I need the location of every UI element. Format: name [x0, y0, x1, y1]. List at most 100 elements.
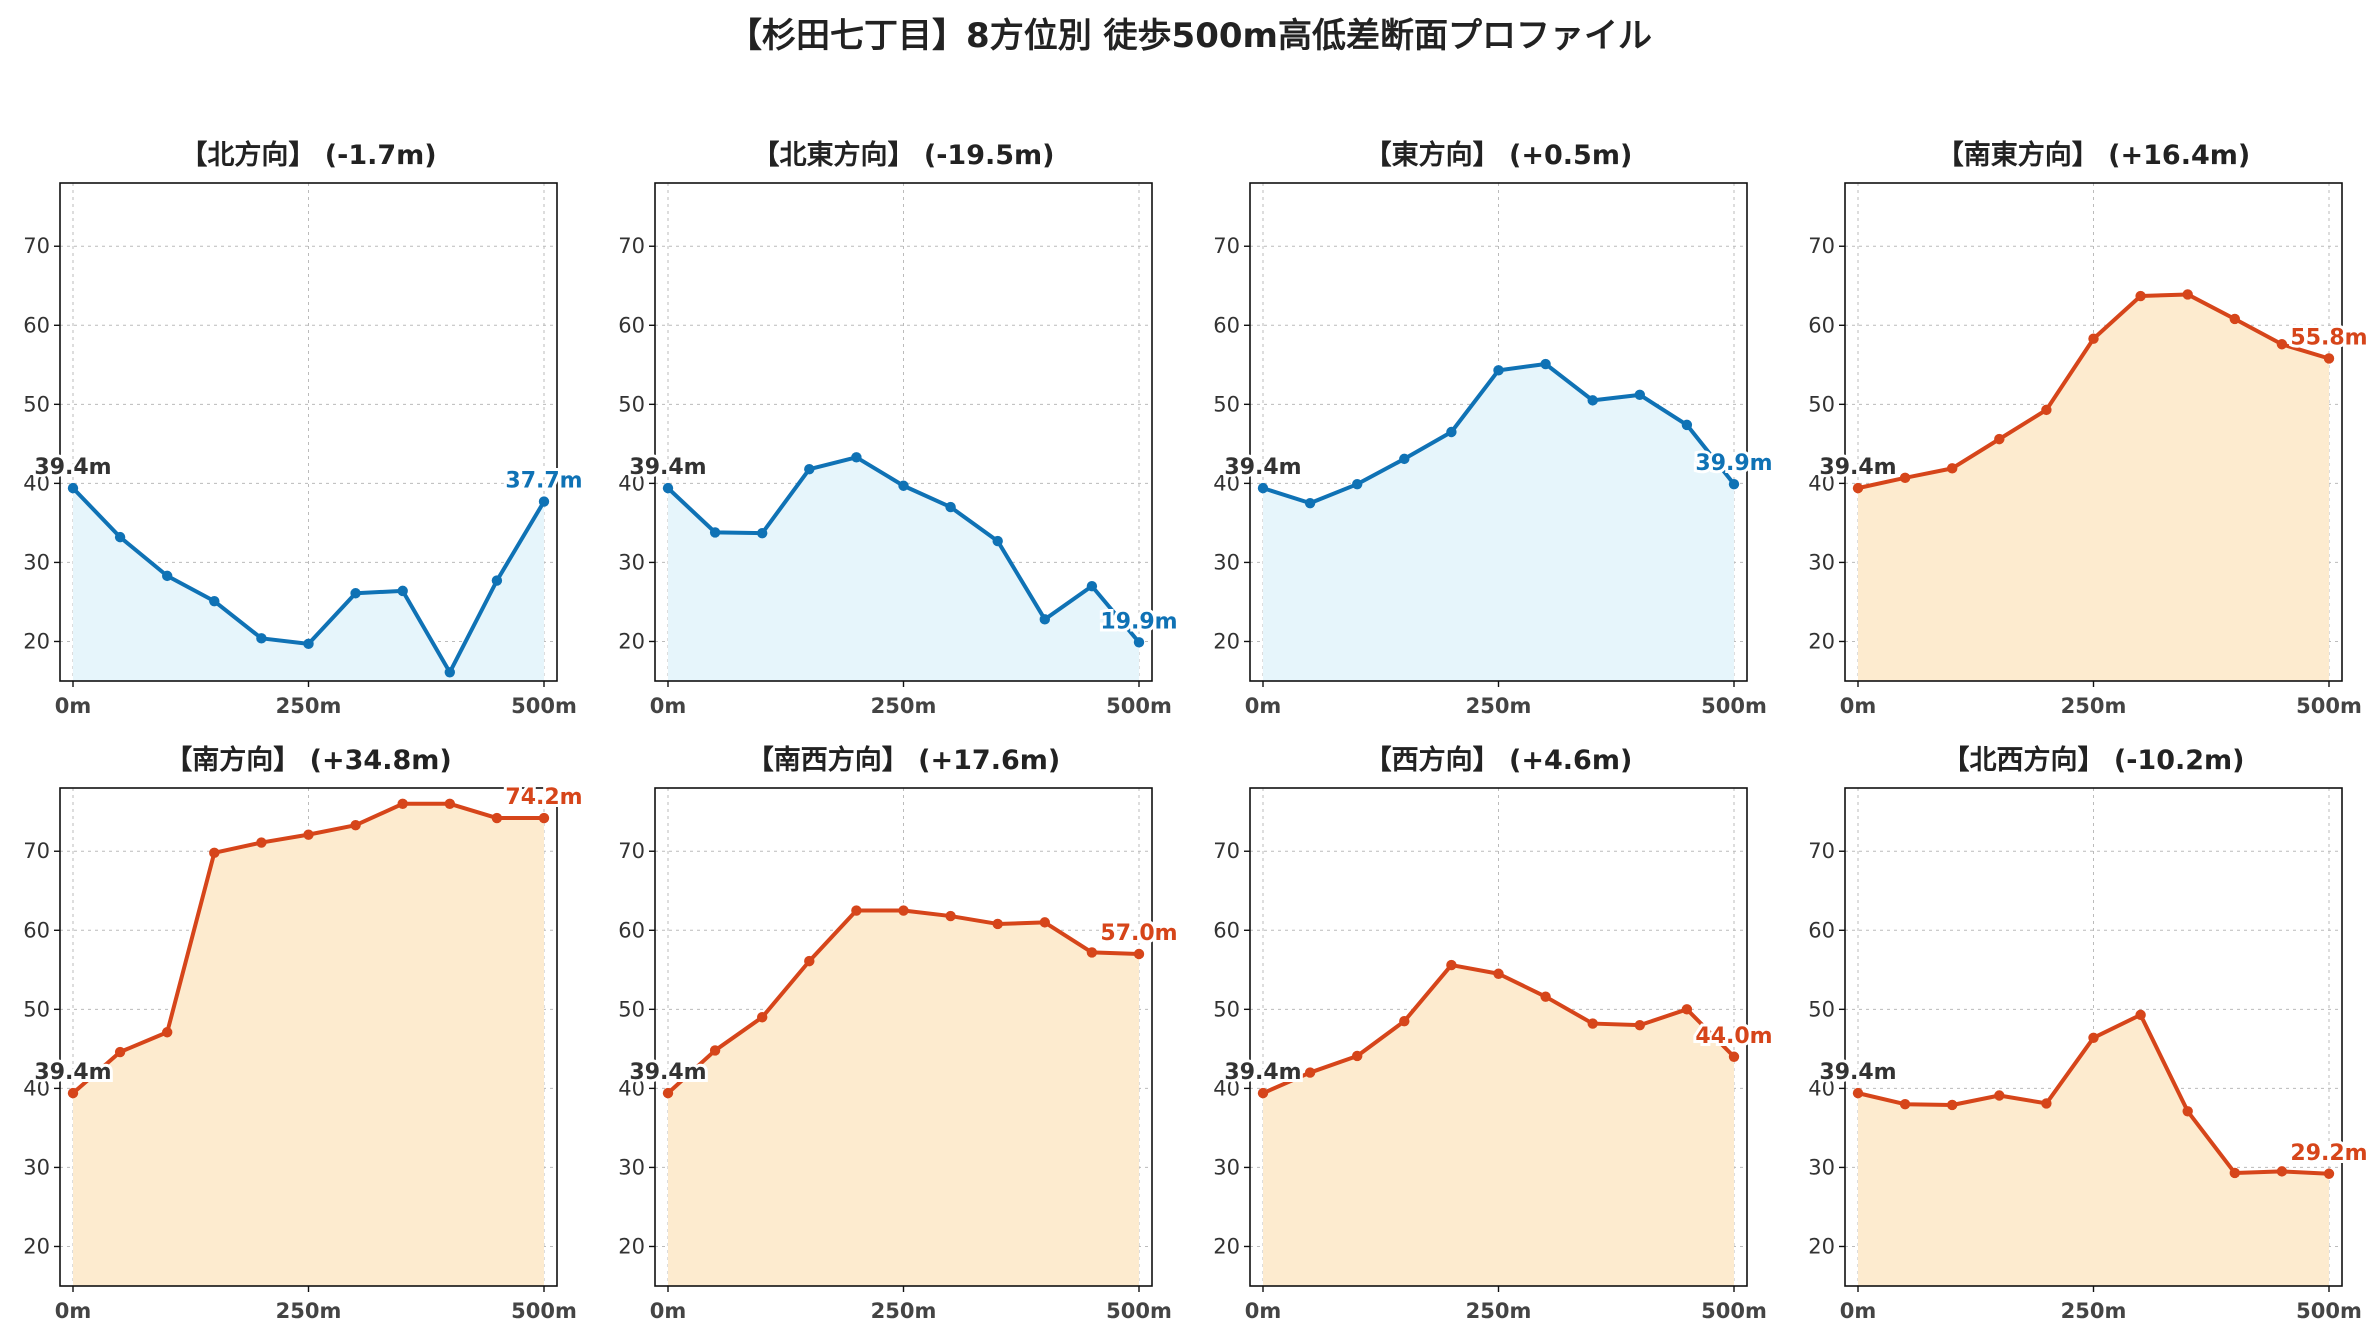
x-tick-label: 0m — [55, 1299, 92, 1323]
profile-panel: 【北東方向】 (-19.5m) 20 30 40 50 60 70 0m 250m 500m 39.… — [618, 139, 1180, 718]
start-elevation-label: 39.4m — [34, 1060, 111, 1085]
data-point — [1947, 1099, 1958, 1111]
y-tick-label: 40 — [1808, 471, 1835, 495]
data-point — [2041, 404, 2052, 416]
y-tick-label: 70 — [618, 234, 645, 258]
y-tick-label: 30 — [1808, 1155, 1835, 1179]
y-tick-label: 40 — [618, 1076, 645, 1100]
data-point — [67, 482, 79, 494]
data-point — [2182, 289, 2193, 300]
y-tick-label: 70 — [1213, 234, 1240, 258]
area-fill — [668, 457, 1139, 681]
y-tick-label: 70 — [1213, 839, 1240, 863]
data-point — [162, 1027, 173, 1038]
x-tick-label: 500m — [511, 1299, 577, 1323]
start-elevation-label: 39.4m — [1819, 1060, 1896, 1085]
x-tick-label: 0m — [650, 1299, 687, 1323]
data-point — [1493, 365, 1504, 376]
x-tick-label: 500m — [1106, 694, 1172, 718]
area-fill — [1858, 294, 2329, 681]
data-point — [2229, 1167, 2240, 1179]
data-point — [1540, 991, 1551, 1002]
panel-title: 【北西方向】 (-10.2m) — [1942, 744, 2244, 776]
y-tick-label: 70 — [23, 839, 50, 863]
data-point — [1399, 453, 1410, 465]
panel-title: 【南西方向】 (+17.6m) — [747, 744, 1060, 776]
y-tick-label: 50 — [1213, 392, 1240, 416]
y-tick-label: 60 — [1213, 918, 1240, 942]
data-point — [2135, 290, 2146, 302]
data-point — [709, 1045, 721, 1056]
x-tick-label: 250m — [276, 1299, 342, 1323]
data-point — [1086, 947, 1098, 958]
x-tick-label: 250m — [871, 694, 937, 718]
end-elevation-label: 57.0m — [1100, 921, 1177, 946]
profile-panel: 【南西方向】 (+17.6m) 20 30 40 50 60 70 0m 250m 500m 39.… — [618, 744, 1180, 1323]
data-point — [114, 1046, 126, 1058]
data-point — [1399, 1015, 1410, 1027]
data-point — [1899, 1098, 1911, 1110]
end-elevation-label: 44.0m — [1695, 1024, 1772, 1049]
data-point — [350, 588, 361, 599]
area-fill — [668, 910, 1139, 1286]
y-tick-label: 70 — [618, 839, 645, 863]
data-point — [1086, 580, 1098, 592]
y-tick-label: 40 — [23, 471, 50, 495]
y-tick-label: 20 — [618, 1234, 645, 1258]
y-tick-label: 40 — [1808, 1076, 1835, 1100]
data-point — [1540, 358, 1551, 370]
data-point — [350, 819, 361, 831]
data-point — [2088, 333, 2099, 344]
data-point — [397, 798, 408, 810]
data-point — [209, 847, 220, 859]
y-tick-label: 30 — [1213, 1155, 1240, 1179]
data-point — [2135, 1009, 2146, 1021]
x-tick-label: 250m — [871, 1299, 937, 1323]
y-tick-label: 20 — [1808, 629, 1835, 653]
data-point — [1852, 482, 1864, 494]
data-point — [1899, 472, 1911, 484]
x-tick-label: 500m — [511, 694, 577, 718]
start-elevation-label: 39.4m — [629, 1060, 706, 1085]
data-point — [1587, 1018, 1598, 1029]
y-tick-label: 60 — [618, 918, 645, 942]
panel-title: 【西方向】 (+4.6m) — [1365, 744, 1633, 776]
figure-title: 【杉田七丁目】8方位別 徒歩500m高低差断面プロファイル — [728, 16, 1652, 56]
data-point — [1039, 917, 1051, 928]
y-tick-label: 40 — [1213, 1076, 1240, 1100]
y-tick-label: 60 — [1808, 918, 1835, 942]
y-tick-label: 40 — [1213, 471, 1240, 495]
y-tick-label: 50 — [1808, 997, 1835, 1021]
data-point — [1446, 959, 1457, 971]
data-point — [1728, 1051, 1740, 1062]
data-point — [1681, 419, 1693, 431]
data-point — [1728, 478, 1740, 490]
data-point — [1852, 1087, 1864, 1099]
end-elevation-label: 19.9m — [1100, 609, 1177, 634]
profile-panel: 【東方向】 (+0.5m) 20 30 40 50 60 70 0m 250m 500m 39.4m… — [1213, 139, 1775, 718]
x-tick-label: 500m — [1701, 694, 1767, 718]
x-tick-label: 500m — [1701, 1299, 1767, 1323]
y-tick-label: 30 — [23, 1155, 50, 1179]
panel-title: 【南東方向】 (+16.4m) — [1937, 139, 2250, 171]
data-point — [444, 798, 455, 810]
area-fill — [1858, 1014, 2329, 1286]
data-point — [709, 527, 721, 538]
y-tick-label: 60 — [23, 918, 50, 942]
data-point — [1039, 614, 1051, 625]
end-elevation-label: 29.2m — [2290, 1141, 2367, 1166]
y-tick-label: 20 — [23, 629, 50, 653]
y-tick-label: 30 — [618, 1155, 645, 1179]
area-fill — [1263, 364, 1734, 681]
x-tick-label: 0m — [650, 694, 687, 718]
data-point — [1352, 478, 1363, 490]
y-tick-label: 30 — [1808, 550, 1835, 574]
data-point — [1304, 1067, 1316, 1078]
data-point — [209, 595, 220, 607]
start-elevation-label: 39.4m — [1224, 1060, 1301, 1085]
y-tick-label: 70 — [1808, 839, 1835, 863]
data-point — [1493, 968, 1504, 979]
data-point — [2323, 353, 2335, 364]
data-point — [1133, 948, 1145, 960]
